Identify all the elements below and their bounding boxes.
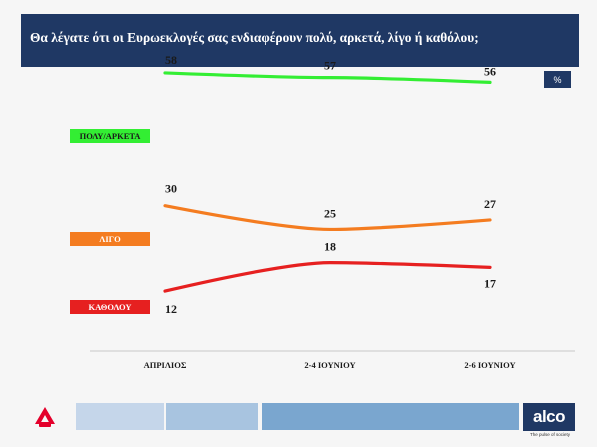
data-label: 18 <box>324 240 336 254</box>
series-line <box>163 204 492 232</box>
series-label-poly-arketa: ΠΟΛΥ/ΑΡΚΕΤΑ <box>70 129 150 143</box>
series-label-ligo: ΛΙΓΟ <box>70 232 150 246</box>
data-label: 27 <box>484 197 496 211</box>
series-label-katholou: ΚΑΘΟΛΟΥ <box>70 300 150 314</box>
alco-tagline: The pulse of society <box>529 432 571 437</box>
header-bar: Θα λέγατε ότι οι Ευρωεκλογές σας ενδιαφέ… <box>21 14 579 67</box>
series-line <box>163 261 492 293</box>
percent-unit-badge: % <box>544 71 571 88</box>
footer-strip <box>76 403 164 430</box>
data-label: 17 <box>484 276 496 290</box>
data-label: 30 <box>165 182 177 196</box>
x-tick-label: ΑΠΡΙΛΙΟΣ <box>144 360 187 370</box>
data-label: 58 <box>165 53 177 67</box>
x-tick-label: 2-4 ΙΟΥΝΙΟΥ <box>304 360 355 370</box>
data-label: 57 <box>324 59 336 73</box>
alco-logo: alco <box>523 403 575 431</box>
data-label: 25 <box>324 206 336 220</box>
x-tick-label: 2-6 ΙΟΥΝΙΟΥ <box>464 360 515 370</box>
series-line <box>163 71 492 84</box>
data-label: 56 <box>484 64 496 78</box>
footer-strip <box>262 403 519 430</box>
footer-strip <box>166 403 258 430</box>
chart-title: Θα λέγατε ότι οι Ευρωεκλογές σας ενδιαφέ… <box>30 30 479 45</box>
data-label: 12 <box>165 302 177 316</box>
alpha-tv-logo <box>35 407 55 427</box>
